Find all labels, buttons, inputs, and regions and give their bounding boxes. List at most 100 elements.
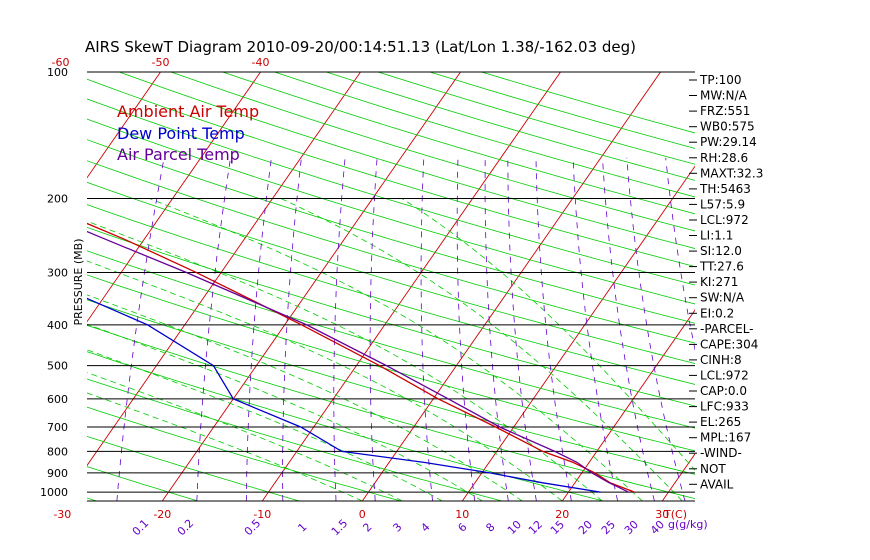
dry-adiabat-line: [87, 466, 199, 501]
mixing-ratio-line: [196, 157, 231, 501]
bottom-temp-tick-label: -20: [153, 508, 171, 521]
dry-adiabat-line: [87, 226, 695, 407]
legend-parcel: Air Parcel Temp: [117, 145, 240, 164]
index-entry: EL:265: [700, 415, 741, 429]
index-entry: CINH:8: [700, 353, 742, 367]
dry-adiabat-line: [87, 378, 503, 501]
mixing-ratio-tick-label: 20: [576, 518, 595, 537]
dry-adiabat-line: [87, 324, 695, 500]
bottom-temp-tick-label: 0: [359, 508, 366, 521]
isotherm-line: [561, 309, 695, 501]
axis-labels: 1002003004005006007008009001000-120-110-…: [40, 56, 708, 539]
index-entry: WB0:575: [700, 120, 755, 134]
bottom-temp-tick-label: -30: [53, 508, 71, 521]
bottom-temp-tick-label: 20: [555, 508, 569, 521]
isotherm-line: [661, 453, 695, 501]
index-entry: TT:27.6: [699, 260, 744, 274]
dry-adiabat-line: [87, 204, 695, 385]
parcel-temp-line: [87, 230, 629, 493]
mixing-ratio-tick-label: 4: [418, 520, 432, 534]
pressure-tick-label: 300: [47, 266, 68, 279]
mixing-ratio-line: [116, 157, 165, 501]
moist-adiabat-line: [280, 198, 683, 501]
moist-adiabat-line: [149, 198, 643, 501]
dry-adiabat-line: [429, 72, 695, 149]
moist-adiabat-line: [87, 323, 483, 501]
index-entry: L57:5.9: [700, 197, 745, 211]
index-entry: FRZ:551: [700, 104, 750, 118]
mixing-ratio-tick-label: 30: [622, 518, 641, 537]
temp-unit-label: T(C): [663, 508, 687, 521]
mixing-ratio-tick-label: 0.1: [130, 517, 152, 539]
mixing-ratio-tick-label: 12: [526, 518, 545, 537]
dry-adiabat-line: [87, 299, 695, 475]
mixing-ratio-line: [626, 157, 686, 501]
dry-adiabat-line: [481, 72, 695, 134]
index-entry: LFC:933: [700, 400, 749, 414]
ambient-temp-line: [87, 222, 635, 493]
moist-adiabat-line: [87, 372, 403, 501]
index-entry: MAXT:32.3: [700, 166, 763, 180]
index-entry: LCL:972: [700, 213, 749, 227]
pressure-tick-label: 800: [47, 445, 68, 458]
mixing-ratio-line: [369, 157, 378, 501]
pressure-tick-label: 500: [47, 360, 68, 373]
pressure-tick-label: 700: [47, 421, 68, 434]
bottom-temp-tick-label: 30: [655, 508, 669, 521]
chart-title: AIRS SkewT Diagram 2010-09-20/00:14:51.1…: [85, 38, 636, 56]
moist-adiabat-line: [87, 260, 563, 501]
index-entry: EI:0.2: [700, 306, 734, 320]
profiles: [87, 222, 635, 493]
index-entry: LI:1.1: [700, 229, 733, 243]
index-entry: KI:271: [700, 275, 738, 289]
dry-adiabat-line: [87, 250, 695, 429]
dry-adiabat-line: [87, 351, 604, 501]
mixing-ratio-unit-label: g(g/kg): [668, 518, 708, 531]
isotherm-line: [762, 72, 870, 501]
mixing-ratio-tick-label: 0.2: [175, 517, 197, 539]
mixing-ratio-tick-label: 10: [505, 518, 524, 537]
mixing-ratio-line: [0, 158, 25, 501]
isotherm-line: [87, 72, 161, 179]
pressure-tick-label: 100: [47, 66, 68, 79]
pressure-tick-label: 200: [47, 193, 68, 206]
moist-adiabat-line: [87, 392, 363, 501]
moist-adiabat-line: [87, 349, 443, 501]
dry-adiabat-line: [87, 118, 695, 305]
index-entry: NOT: [700, 462, 726, 476]
index-entry: SW:N/A: [700, 291, 745, 305]
dry-adiabat-line: [326, 72, 695, 181]
isotherm-line: [0, 72, 61, 501]
y-axis-label: PRESSURE (MB): [72, 239, 85, 326]
dewpoint-temp-line: [87, 297, 601, 493]
mixing-ratio-line: [665, 157, 695, 352]
index-entry: -WIND-: [700, 446, 742, 460]
dry-adiabat-line: [87, 274, 695, 452]
dry-adiabat-line: [87, 78, 695, 268]
top-temp-tick-label: -60: [52, 56, 70, 69]
mixing-ratio-line: [507, 157, 537, 501]
index-entry: CAP:0.0: [700, 384, 747, 398]
mixing-ratio-tick-label: 2: [360, 520, 374, 534]
moist-adiabat-line: [87, 220, 603, 501]
index-entry: LCL:972: [700, 368, 749, 382]
mixing-ratio-line: [456, 157, 476, 501]
moist-adiabat-line: [401, 198, 695, 471]
dry-adiabat-line: [87, 139, 695, 324]
isotherm-line: [87, 72, 361, 467]
mixing-ratio-line: [535, 157, 572, 501]
mixing-ratio-tick-label: 25: [599, 518, 618, 537]
top-temp-tick-label: -40: [252, 56, 270, 69]
index-entry: CAPE:304: [700, 337, 758, 351]
dry-adiabat-line: [377, 72, 695, 165]
mixing-ratio-tick-label: 8: [483, 520, 497, 534]
index-entry: MPL:167: [700, 431, 751, 445]
legend-dewpoint: Dew Point Temp: [117, 124, 245, 143]
mixing-ratio-line: [602, 157, 655, 501]
mixing-ratio-tick-label: 3: [390, 520, 404, 534]
dry-adiabat-line: [87, 98, 695, 286]
bottom-temp-tick-label: 10: [455, 508, 469, 521]
mixing-ratio-tick-label: 6: [455, 520, 469, 534]
pressure-tick-label: 1000: [40, 486, 68, 499]
